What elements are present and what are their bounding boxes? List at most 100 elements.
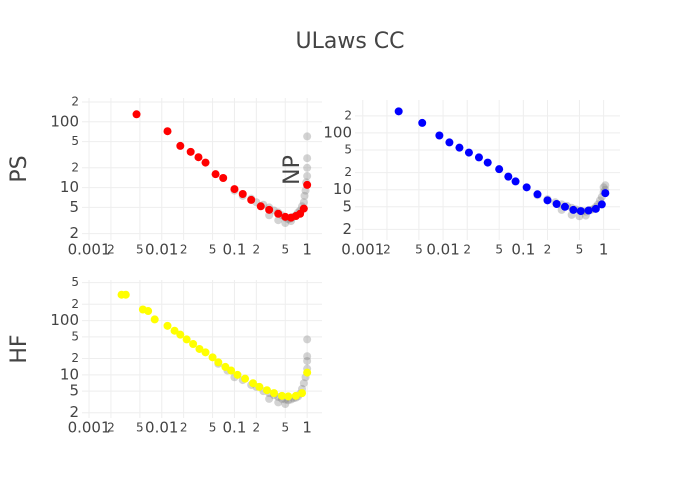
- y-axis-label: PS: [7, 155, 32, 182]
- data-point: [281, 219, 290, 228]
- y-tick-label: 2: [342, 220, 352, 238]
- data-point: [303, 352, 312, 361]
- data-point: [569, 205, 578, 214]
- y-tick-label: 10: [333, 180, 352, 198]
- data-point: [455, 143, 464, 152]
- data-point: [255, 382, 264, 391]
- x-tick-label: 0.001: [341, 241, 384, 259]
- data-point: [300, 191, 309, 200]
- data-point: [511, 177, 520, 186]
- x-tick-label: 5: [136, 421, 144, 435]
- x-tick-label: 2: [253, 243, 261, 257]
- data-point: [445, 138, 454, 147]
- x-tick-label: 2: [544, 243, 552, 257]
- y-tick-label: 5: [342, 197, 352, 215]
- x-tick-label: 2: [383, 243, 391, 257]
- data-point: [262, 386, 271, 395]
- data-point: [241, 374, 250, 383]
- data-point: [249, 379, 258, 388]
- data-point: [270, 389, 279, 398]
- data-point: [176, 330, 185, 339]
- data-point: [189, 340, 198, 349]
- y-tick-label: 2: [344, 165, 352, 179]
- data-point: [238, 189, 247, 198]
- data-point: [256, 202, 265, 211]
- data-point: [208, 353, 217, 362]
- data-point: [195, 344, 204, 353]
- data-point: [299, 198, 308, 207]
- data-point: [303, 172, 312, 181]
- data-point: [144, 307, 153, 316]
- x-tick-label: 5: [209, 421, 217, 435]
- x-tick-label: 5: [281, 421, 289, 435]
- data-point: [303, 368, 312, 377]
- data-point: [299, 379, 308, 388]
- data-point: [186, 147, 195, 156]
- x-tick-label: 2: [107, 243, 115, 257]
- data-point: [170, 326, 179, 335]
- data-point: [495, 165, 504, 174]
- data-point: [274, 398, 283, 407]
- data-point: [247, 195, 256, 204]
- y-tick-label: 5: [71, 134, 79, 148]
- data-point: [303, 356, 312, 365]
- data-point: [303, 132, 312, 141]
- data-point: [233, 370, 242, 379]
- x-tick-label: 2: [253, 421, 261, 435]
- y-tick-label: 2: [344, 108, 352, 122]
- data-point: [281, 399, 290, 408]
- y-tick-label: 5: [71, 275, 79, 289]
- data-point: [483, 158, 492, 167]
- x-tick-label: 2: [180, 421, 188, 435]
- data-point: [194, 153, 203, 162]
- data-point: [298, 389, 307, 398]
- x-tick-label: 0.1: [223, 419, 247, 437]
- x-tick-label: 1: [302, 419, 312, 437]
- data-point: [464, 148, 473, 157]
- x-tick-label: 5: [281, 243, 289, 257]
- data-point: [576, 207, 585, 216]
- data-point: [284, 392, 293, 401]
- y-tick-label: 2: [69, 224, 79, 242]
- data-point: [552, 199, 561, 208]
- data-point: [435, 131, 444, 140]
- x-tick-label: 0.001: [68, 241, 111, 259]
- data-point: [163, 321, 172, 330]
- x-tick-label: 0.1: [511, 241, 535, 259]
- x-tick-label: 5: [136, 243, 144, 257]
- x-tick-label: 0.1: [223, 241, 247, 259]
- x-tick-label: 2: [107, 421, 115, 435]
- x-tick-label: 2: [180, 243, 188, 257]
- data-point: [543, 196, 552, 205]
- data-point: [201, 348, 210, 357]
- x-tick-label: 5: [576, 243, 584, 257]
- data-point: [303, 163, 312, 172]
- y-tick-label: 5: [344, 143, 352, 157]
- y-tick-label: 2: [71, 94, 79, 108]
- data-point: [560, 202, 569, 211]
- data-point: [121, 290, 130, 299]
- x-tick-label: 5: [415, 243, 423, 257]
- y-tick-label: 10: [60, 178, 79, 196]
- x-tick-label: 0.01: [426, 241, 459, 259]
- data-point: [299, 204, 308, 213]
- y-axis-label: NP: [280, 155, 305, 185]
- y-tick-label: 100: [323, 123, 352, 141]
- data-point: [601, 181, 610, 190]
- x-tick-label: 1: [302, 241, 312, 259]
- x-tick-label: 1: [599, 241, 609, 259]
- data-point: [601, 189, 610, 198]
- data-point: [150, 315, 159, 324]
- y-tick-label: 2: [71, 351, 79, 365]
- x-tick-label: 0.001: [68, 419, 111, 437]
- data-point: [227, 366, 236, 375]
- y-axis-label: HF: [7, 334, 32, 363]
- data-point: [163, 127, 172, 136]
- data-point: [277, 391, 286, 400]
- data-point: [418, 118, 427, 127]
- y-tick-label: 2: [71, 160, 79, 174]
